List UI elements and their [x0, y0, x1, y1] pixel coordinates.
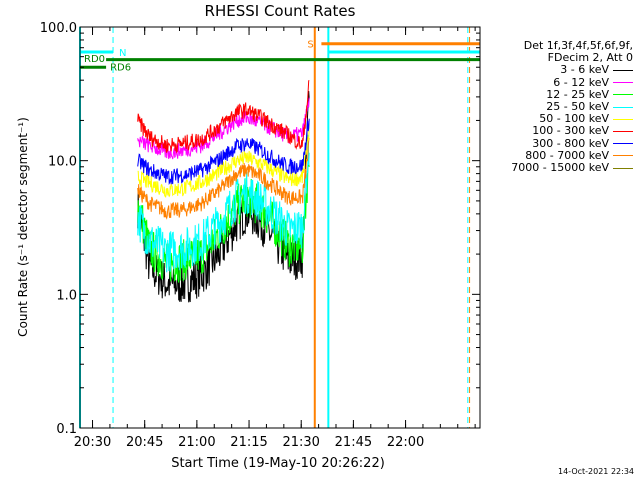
legend-swatch	[613, 82, 633, 84]
legend: Det 1f,3f,4f,5f,6f,9f, FDecim 2, Att 0 3…	[478, 39, 633, 174]
x-tick-label-3: 21:15	[230, 435, 267, 450]
x-tick-label-4: 21:30	[282, 435, 319, 450]
legend-item-label: 3 - 6 keV	[560, 63, 609, 77]
legend-swatch	[613, 106, 633, 108]
y-tick-label-3: 100.0	[40, 21, 77, 36]
legend-item-label: 25 - 50 keV	[546, 100, 609, 114]
legend-item: 100 - 300 keV	[478, 125, 633, 137]
y-tick-label-1: 1.0	[56, 288, 77, 303]
legend-item: 6 - 12 keV	[478, 75, 633, 89]
series-line-6	[137, 118, 310, 186]
legend-item: 50 - 100 keV	[478, 113, 633, 125]
annotation-label-0: N	[119, 48, 126, 59]
generation-timestamp: 14-Oct-2021 22:34	[558, 467, 634, 476]
legend-swatch	[613, 167, 633, 169]
annotation-label-1: RD0	[84, 54, 105, 65]
x-axis-label: Start Time (19-May-10 20:26:22)	[171, 456, 385, 471]
legend-item-label: 300 - 800 keV	[532, 136, 609, 150]
legend-header-line-2: FDecim 2, Att 0	[547, 51, 633, 65]
annotation-label-2: RD6	[110, 63, 131, 74]
series-line-4	[137, 122, 310, 198]
legend-item: 3 - 6 keV	[478, 64, 633, 76]
y-tick-label-0: 0.1	[56, 422, 77, 437]
legend-item-label: 800 - 7000 keV	[525, 148, 609, 162]
x-tick-label-2: 21:00	[178, 435, 215, 450]
series-line-7	[137, 138, 310, 220]
legend-header-line-1: Det 1f,3f,4f,5f,6f,9f,	[523, 39, 633, 52]
legend-swatch	[613, 70, 633, 71]
legend-swatch	[613, 94, 633, 96]
legend-rows: 3 - 6 keV 6 - 12 keV 12 - 25 keV 25 - 50 ke…	[478, 64, 633, 174]
legend-item-label: 7000 - 15000 keV	[511, 161, 609, 175]
y-axis-label: Count Rate (s⁻¹ detector segment⁻¹)	[16, 117, 30, 337]
legend-item-label: 100 - 300 keV	[532, 124, 609, 138]
legend-swatch	[613, 143, 633, 145]
legend-item: 300 - 800 keV	[478, 136, 633, 150]
legend-item: 12 - 25 keV	[478, 87, 633, 101]
series-layer	[137, 79, 310, 303]
legend-item: 800 - 7000 keV	[478, 148, 633, 162]
legend-item: 25 - 50 keV	[478, 100, 633, 114]
plot-frame	[79, 26, 481, 429]
chart-title: RHESSI Count Rates	[205, 2, 356, 20]
legend-item-label: 6 - 12 keV	[553, 75, 609, 89]
legend-item-label: 50 - 100 keV	[539, 112, 609, 126]
x-tick-label-5: 21:45	[335, 435, 372, 450]
legend-swatch	[613, 131, 633, 133]
series-line-5	[137, 79, 310, 154]
x-tick-label-6: 22:00	[387, 435, 424, 450]
annotation-label-3: S	[307, 40, 313, 51]
series-line-3	[137, 134, 310, 273]
legend-item: 7000 - 15000 keV	[478, 161, 633, 175]
y-tick-label-2: 10.0	[48, 155, 77, 170]
x-tick-label-0: 20:30	[74, 435, 111, 450]
legend-swatch	[613, 118, 633, 120]
legend-item-label: 12 - 25 keV	[546, 87, 609, 101]
x-tick-label-1: 20:45	[126, 435, 163, 450]
legend-swatch	[613, 155, 633, 157]
axis-layer: 0.1 1.0 10.0 100.0 20:30 20:45 21:00 21:15 21:30…	[40, 21, 481, 450]
